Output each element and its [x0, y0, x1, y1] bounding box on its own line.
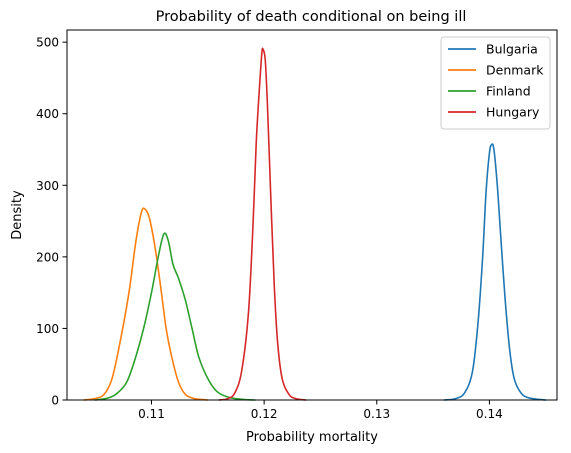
- y-tick-label: 500: [36, 36, 59, 50]
- y-axis-ticks: 0 100 200 300 400 500: [36, 36, 67, 408]
- plot-lines: [83, 47, 547, 401]
- legend-label-finland: Finland: [486, 84, 531, 99]
- chart-title: Probability of death conditional on bein…: [156, 9, 467, 25]
- y-axis-label: Density: [10, 190, 25, 240]
- x-tick-label: 0.12: [251, 407, 278, 421]
- x-tick-label: 0.11: [138, 407, 165, 421]
- series-line-bulgaria: [443, 143, 547, 401]
- legend-box: [440, 36, 551, 130]
- x-axis-label: Probability mortality: [246, 430, 378, 445]
- plot-frame: [66, 29, 558, 401]
- legend: Bulgaria Denmark Finland Hungary: [440, 36, 551, 130]
- legend-label-denmark: Denmark: [486, 63, 544, 78]
- y-tick-label: 100: [36, 322, 59, 336]
- series-line-hungary: [218, 47, 307, 401]
- legend-label-hungary: Hungary: [486, 105, 540, 120]
- legend-label-bulgaria: Bulgaria: [486, 42, 538, 57]
- x-axis-ticks: 0.11 0.12 0.13 0.14: [138, 400, 503, 421]
- series-line-finland: [94, 232, 256, 401]
- x-tick-label: 0.14: [476, 407, 503, 421]
- series-line-denmark: [83, 207, 209, 401]
- y-tick-label: 200: [36, 250, 59, 264]
- x-tick-label: 0.13: [363, 407, 390, 421]
- y-tick-label: 400: [36, 107, 59, 121]
- y-tick-label: 0: [51, 394, 59, 408]
- y-tick-label: 300: [36, 179, 59, 193]
